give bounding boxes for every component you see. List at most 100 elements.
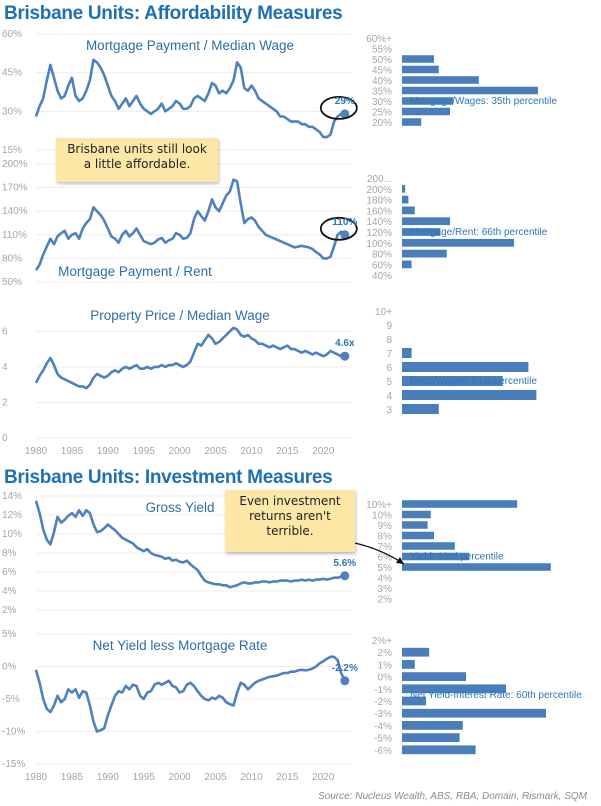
hist-bar (402, 500, 518, 508)
arrow-head (396, 557, 404, 564)
hist-category-label: 8% (378, 532, 393, 543)
hist-category-label: 55% (372, 45, 392, 56)
x-tick-label: 1995 (133, 446, 156, 457)
x-tick-label: 1985 (61, 446, 84, 457)
histogram-net-yield: 2%+2%1% 0%-1%-2%-3%-4% -5%-6% Net Yield-Int… (372, 636, 582, 757)
affordability-section-title: Brisbane Units: Affordability Measures (4, 3, 343, 24)
chart-title: Gross Yield (145, 500, 214, 515)
percentile-label: Mortgage/Wages: 35th percentile (410, 96, 557, 107)
hist-bar (402, 347, 412, 359)
hist-category-label: 3 (386, 405, 392, 416)
hist-category-label: 9 (386, 321, 392, 332)
x-tick-label: 1980 (25, 772, 48, 783)
end-value-label: 29% (335, 96, 355, 107)
end-value-label: 110% (332, 217, 357, 228)
hist-bar (402, 217, 450, 226)
highlight-circle (319, 216, 358, 241)
hist-category-label: 50% (372, 55, 392, 66)
hist-bar (402, 238, 514, 247)
hist-bar (402, 76, 479, 84)
source-credit: Source: Nucleus Wealth, ABS, RBA, Domain… (318, 791, 587, 802)
hist-category-label: 100% (366, 239, 392, 250)
hist-bar (402, 107, 450, 116)
y-tick-label: 110% (2, 230, 27, 241)
x-tick-label: 2020 (312, 772, 335, 783)
y-tick-label: 45% (2, 68, 22, 79)
sticky-note-investment: Even investment returns aren't terrible. (225, 490, 355, 552)
percentile-label: Mortgage/Rent: 66th percentile (410, 227, 548, 238)
hist-category-label: 30% (372, 97, 392, 108)
percentile-label: Yield: 43rd percentile (410, 552, 504, 563)
hist-bar (402, 563, 551, 571)
y-tick-label: 8% (2, 548, 17, 559)
hist-bar (402, 389, 537, 401)
chart-title: Mortgage Payment / Rent (58, 264, 212, 279)
y-tick-label: -10% (2, 727, 25, 738)
hist-bar (402, 65, 439, 74)
hist-category-label: 0% (378, 673, 393, 684)
hist-category-label: 160% (366, 206, 392, 217)
histogram-price-wages: 10+ 9 8 7 6 5 4 3 Price/Wages: 61st percentile (375, 307, 537, 416)
hist-bar (402, 249, 447, 258)
hist-bar (402, 195, 409, 204)
hist-category-label: 5% (378, 563, 393, 574)
hist-category-label: 80% (372, 250, 392, 261)
y-tick-label: 0% (2, 662, 17, 673)
y-tick-label: 2 (2, 397, 8, 408)
hist-bar (402, 660, 415, 669)
hist-category-label: 2% (378, 595, 393, 606)
y-tick-label: -15% (2, 759, 25, 770)
hist-category-label: 60% (372, 260, 392, 271)
x-tick-label: 2005 (204, 772, 227, 783)
hist-bar (402, 708, 546, 718)
series-line (34, 178, 346, 271)
hist-category-label: 180% (366, 196, 392, 207)
hist-category-label: 10%+ (366, 500, 392, 511)
y-tick-label: 6 (2, 326, 8, 337)
hist-bar (402, 97, 454, 105)
hist-category-label: 140% (366, 217, 392, 228)
x-tick-label: 2010 (240, 446, 263, 457)
y-tick-label: 80% (2, 253, 22, 264)
hist-category-label: 40% (372, 271, 392, 282)
hist-category-label: 60%+ (366, 34, 392, 45)
x-tick-label: 1990 (97, 772, 120, 783)
y-tick-label: 2% (2, 605, 17, 616)
line-chart-mortgage-wage: 15% 30% 45% 60% Mortgage Payment / Median Wa… (2, 29, 358, 156)
y-tick-label: 0 (2, 433, 8, 444)
end-point-marker (340, 230, 350, 240)
series-line (34, 500, 346, 589)
line-chart-price-wage: 0 2 4 6 1980 1985 1990 1995 2000 2005 2010 2015 2020… (2, 308, 355, 457)
y-tick-label: 5% (2, 629, 17, 640)
hist-category-label: 9% (378, 521, 393, 532)
hist-category-label: -2% (374, 697, 392, 708)
series-line (34, 326, 345, 390)
y-tick-label: 170% (2, 183, 28, 194)
y-tick-label: 12% (2, 510, 22, 521)
end-value-label: 5.6% (333, 558, 356, 569)
hist-bar (402, 672, 466, 681)
x-tick-label: 1985 (61, 772, 84, 783)
hist-bar (402, 403, 439, 415)
hist-category-label: 4 (386, 391, 392, 402)
hist-category-label: 25% (372, 108, 392, 119)
hist-category-label: 8 (386, 335, 392, 346)
chart-title: Property Price / Median Wage (90, 308, 270, 323)
hist-bar (402, 745, 476, 755)
hist-bar (402, 542, 455, 550)
x-tick-label: 2015 (276, 772, 299, 783)
hist-category-label: 4% (378, 574, 393, 585)
hist-category-label: 6 (386, 363, 392, 374)
hist-bar (402, 647, 430, 657)
y-tick-label: 6% (2, 567, 17, 578)
hist-category-label: 200... (367, 174, 392, 185)
series-line (34, 58, 345, 139)
sticky-note-affordable: Brisbane units still look a little affor… (56, 138, 218, 182)
y-tick-label: 4 (2, 362, 8, 373)
histogram-mortgage-wages: 60%+55%50%45%40%35%30%25%20% Mortgage/Wag… (366, 34, 557, 129)
y-tick-label: 14% (2, 491, 22, 502)
hist-bar (402, 510, 431, 519)
end-point-marker (340, 351, 350, 361)
y-tick-label: 4% (2, 586, 17, 597)
percentile-label: Price/Wages: 61st percentile (410, 376, 537, 387)
